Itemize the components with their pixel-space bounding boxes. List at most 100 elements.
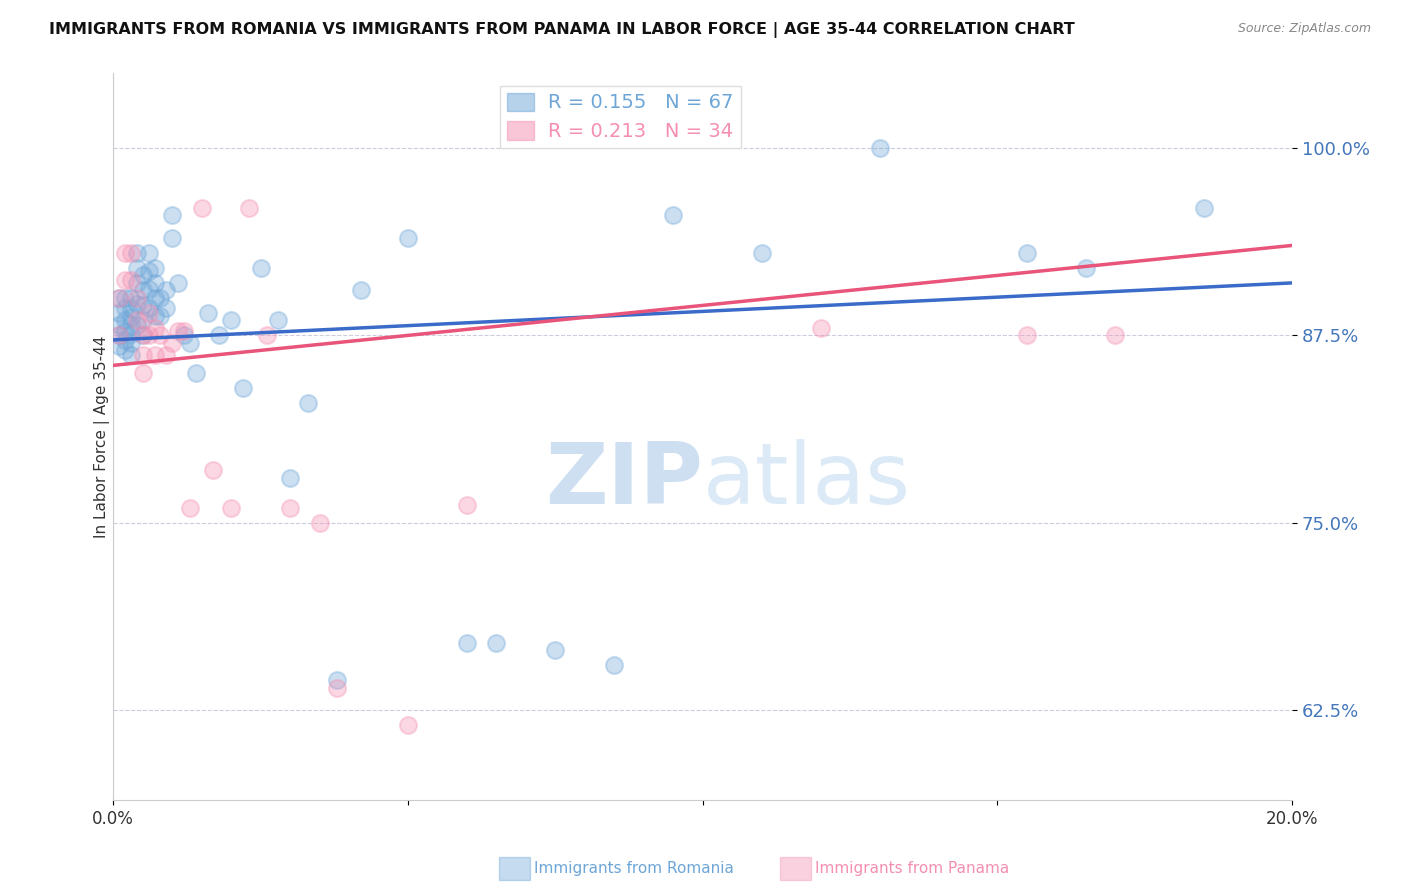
Point	[1192, 201, 1215, 215]
Point	[143, 276, 166, 290]
Point	[114, 343, 136, 358]
Point	[662, 209, 685, 223]
Point	[155, 301, 177, 316]
Point	[149, 309, 172, 323]
Point	[751, 246, 773, 260]
Text: Immigrants from Panama: Immigrants from Panama	[815, 862, 1010, 876]
Point	[456, 498, 478, 512]
Point	[297, 396, 319, 410]
Point	[167, 276, 190, 290]
Point	[125, 291, 148, 305]
Point	[120, 335, 142, 350]
Point	[308, 516, 330, 530]
Point	[120, 310, 142, 325]
Point	[143, 291, 166, 305]
Point	[219, 500, 242, 515]
Point	[138, 301, 160, 316]
Point	[138, 264, 160, 278]
Point	[108, 306, 131, 320]
Point	[108, 328, 131, 343]
Text: Immigrants from Romania: Immigrants from Romania	[534, 862, 734, 876]
Point	[396, 231, 419, 245]
Point	[138, 328, 160, 343]
Point	[132, 284, 155, 298]
Point	[125, 276, 148, 290]
Text: Source: ZipAtlas.com: Source: ZipAtlas.com	[1237, 22, 1371, 36]
Text: atlas: atlas	[703, 439, 911, 522]
Point	[149, 291, 172, 305]
Y-axis label: In Labor Force | Age 35-44: In Labor Force | Age 35-44	[94, 335, 110, 538]
Point	[120, 348, 142, 362]
Point	[1074, 260, 1097, 275]
Point	[143, 321, 166, 335]
Point	[1015, 246, 1038, 260]
Point	[167, 324, 190, 338]
Point	[326, 681, 349, 695]
Point	[108, 291, 131, 305]
Point	[350, 284, 373, 298]
Point	[125, 297, 148, 311]
Point	[160, 335, 183, 350]
Point	[114, 333, 136, 347]
Point	[232, 381, 254, 395]
Point	[173, 324, 195, 338]
Point	[120, 273, 142, 287]
Point	[396, 718, 419, 732]
Point	[108, 318, 131, 332]
Point	[108, 291, 131, 305]
Point	[120, 301, 142, 316]
Point	[179, 335, 201, 350]
Point	[326, 673, 349, 688]
Point	[132, 328, 155, 343]
Point	[869, 141, 891, 155]
Point	[238, 201, 260, 215]
Point	[603, 658, 626, 673]
Point	[132, 268, 155, 283]
Point	[256, 328, 278, 343]
Point	[120, 291, 142, 305]
Point	[114, 291, 136, 305]
Point	[138, 282, 160, 296]
Point	[184, 366, 207, 380]
Text: IMMIGRANTS FROM ROMANIA VS IMMIGRANTS FROM PANAMA IN LABOR FORCE | AGE 35-44 COR: IMMIGRANTS FROM ROMANIA VS IMMIGRANTS FR…	[49, 22, 1076, 38]
Point	[485, 636, 508, 650]
Point	[132, 348, 155, 362]
Point	[114, 246, 136, 260]
Point	[160, 209, 183, 223]
Point	[149, 328, 172, 343]
Point	[202, 463, 225, 477]
Point	[278, 500, 301, 515]
Point	[197, 306, 219, 320]
Point	[544, 643, 567, 657]
Point	[143, 348, 166, 362]
Point	[179, 500, 201, 515]
Point	[190, 201, 212, 215]
Point	[125, 246, 148, 260]
Point	[132, 313, 155, 327]
Point	[132, 328, 155, 343]
Point	[1015, 328, 1038, 343]
Point	[155, 284, 177, 298]
Point	[208, 328, 231, 343]
Point	[120, 246, 142, 260]
Point	[160, 231, 183, 245]
Point	[114, 324, 136, 338]
Point	[114, 313, 136, 327]
Point	[267, 313, 290, 327]
Point	[125, 313, 148, 327]
Point	[810, 321, 832, 335]
Point	[456, 636, 478, 650]
Point	[143, 260, 166, 275]
Point	[125, 260, 148, 275]
Point	[132, 298, 155, 312]
Point	[120, 318, 142, 332]
Point	[108, 339, 131, 353]
Legend: R = 0.155   N = 67, R = 0.213   N = 34: R = 0.155 N = 67, R = 0.213 N = 34	[499, 86, 741, 148]
Point	[125, 318, 148, 332]
Point	[138, 306, 160, 320]
Point	[155, 348, 177, 362]
Point	[138, 246, 160, 260]
Point	[219, 313, 242, 327]
Point	[114, 273, 136, 287]
Point	[120, 326, 142, 341]
